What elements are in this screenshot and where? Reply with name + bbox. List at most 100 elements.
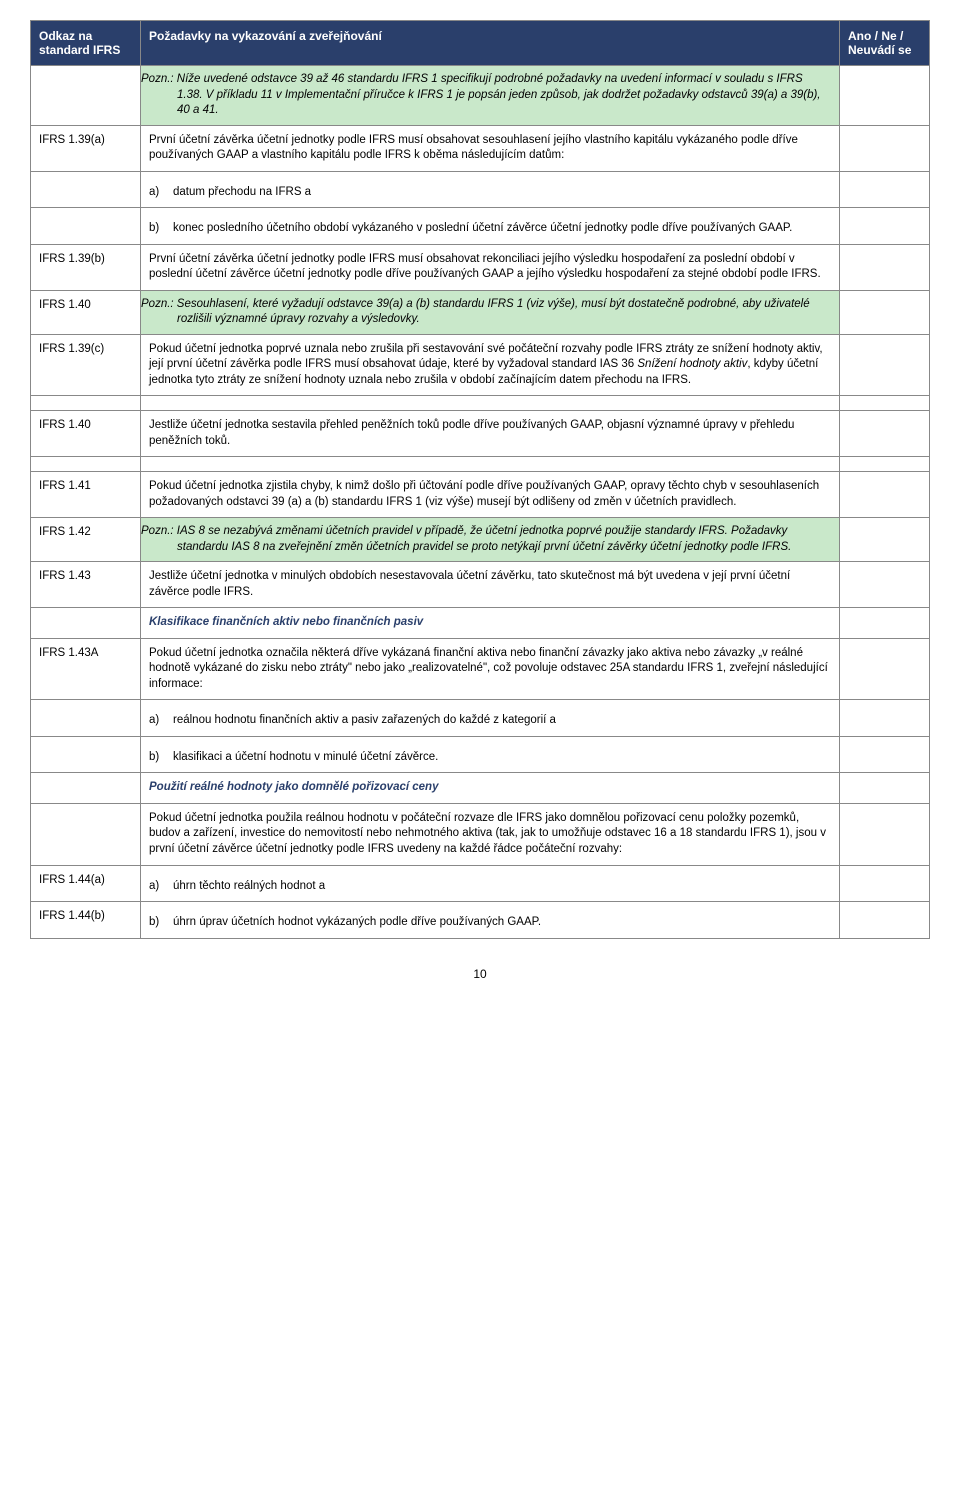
table-row: IFRS 1.39(b) První účetní závěrka účetní…	[31, 244, 930, 290]
req-text: Pokud účetní jednotka označila některá d…	[149, 646, 831, 693]
ref-cell: IFRS 1.40	[31, 411, 141, 457]
table-row: IFRS 1.42 Pozn.: IAS 8 se nezabývá změna…	[31, 518, 930, 562]
table-row: Pozn.: Níže uvedené odstavce 39 až 46 st…	[31, 66, 930, 126]
answer-cell	[840, 411, 930, 457]
sub-item: a) datum přechodu na IFRS a	[149, 185, 831, 201]
table-row: IFRS 1.44(a) a) úhrn těchto reálných hod…	[31, 865, 930, 902]
ref-cell	[31, 66, 141, 126]
italic-term: Snížení hodnoty aktiv	[637, 358, 747, 370]
content-cell: První účetní závěrka účetní jednotky pod…	[141, 244, 840, 290]
content-cell: První účetní závěrka účetní jednotky pod…	[141, 125, 840, 171]
ref-cell: IFRS 1.42	[31, 518, 141, 562]
content-cell: a) datum přechodu na IFRS a	[141, 171, 840, 208]
answer-cell	[840, 334, 930, 396]
ref-cell: IFRS 1.39(b)	[31, 244, 141, 290]
answer-cell	[840, 803, 930, 865]
sub-item: b) úhrn úprav účetních hodnot vykázaných…	[149, 915, 831, 931]
content-cell: Jestliže účetní jednotka sestavila přehl…	[141, 411, 840, 457]
content-cell: Pozn.: Níže uvedené odstavce 39 až 46 st…	[141, 66, 840, 126]
table-row: IFRS 1.39(a) První účetní závěrka účetní…	[31, 125, 930, 171]
header-requirements: Požadavky na vykazování a zveřejňování	[141, 21, 840, 66]
answer-cell	[840, 902, 930, 939]
ref-cell: IFRS 1.43	[31, 562, 141, 608]
answer-cell	[840, 290, 930, 334]
content-cell: Pokud účetní jednotka označila některá d…	[141, 638, 840, 700]
answer-cell	[840, 773, 930, 804]
answer-cell	[840, 518, 930, 562]
answer-cell	[840, 125, 930, 171]
table-row: IFRS 1.40 Pozn.: Sesouhlasení, které vyž…	[31, 290, 930, 334]
ref-cell: IFRS 1.39(c)	[31, 334, 141, 396]
sub-label: a)	[149, 879, 173, 895]
sub-text: reálnou hodnotu finančních aktiv a pasiv…	[173, 713, 831, 729]
content-cell: Klasifikace finančních aktiv nebo finanč…	[141, 608, 840, 639]
sub-text: datum přechodu na IFRS a	[173, 185, 831, 201]
content-cell: Pokud účetní jednotka použila reálnou ho…	[141, 803, 840, 865]
ref-cell	[31, 171, 141, 208]
content-cell: b) úhrn úprav účetních hodnot vykázaných…	[141, 902, 840, 939]
ref-cell: IFRS 1.41	[31, 472, 141, 518]
note-text: Pozn.: Níže uvedené odstavce 39 až 46 st…	[141, 66, 839, 125]
ref-cell	[31, 736, 141, 773]
content-cell: b) konec posledního účetního období vyká…	[141, 208, 840, 245]
answer-cell	[840, 472, 930, 518]
sub-label: b)	[149, 750, 173, 766]
content-cell: Jestliže účetní jednotka v minulých obdo…	[141, 562, 840, 608]
ref-cell: IFRS 1.40	[31, 290, 141, 334]
answer-cell	[840, 865, 930, 902]
req-text: První účetní závěrka účetní jednotky pod…	[149, 252, 831, 283]
table-row: IFRS 1.43 Jestliže účetní jednotka v min…	[31, 562, 930, 608]
req-text: Pokud účetní jednotka zjistila chyby, k …	[149, 479, 831, 510]
content-cell: Pokud účetní jednotka zjistila chyby, k …	[141, 472, 840, 518]
page-number: 10	[30, 967, 930, 981]
content-cell: a) reálnou hodnotu finančních aktiv a pa…	[141, 700, 840, 737]
sub-label: b)	[149, 915, 173, 931]
table-row: b) klasifikaci a účetní hodnotu v minulé…	[31, 736, 930, 773]
ref-cell	[31, 608, 141, 639]
table-row: IFRS 1.39(c) Pokud účetní jednotka poprv…	[31, 334, 930, 396]
gap-row	[31, 457, 930, 472]
sub-item: a) reálnou hodnotu finančních aktiv a pa…	[149, 713, 831, 729]
header-reference: Odkaz na standard IFRS	[31, 21, 141, 66]
table-header-row: Odkaz na standard IFRS Požadavky na vyka…	[31, 21, 930, 66]
header-answer: Ano / Ne / Neuvádí se	[840, 21, 930, 66]
table-row: b) konec posledního účetního období vyká…	[31, 208, 930, 245]
content-cell: Pozn.: IAS 8 se nezabývá změnami účetníc…	[141, 518, 840, 562]
content-cell: Pozn.: Sesouhlasení, které vyžadují odst…	[141, 290, 840, 334]
table-row: a) datum přechodu na IFRS a	[31, 171, 930, 208]
table-row: a) reálnou hodnotu finančních aktiv a pa…	[31, 700, 930, 737]
ref-cell: IFRS 1.39(a)	[31, 125, 141, 171]
ref-cell: IFRS 1.44(a)	[31, 865, 141, 902]
table-row: IFRS 1.43A Pokud účetní jednotka označil…	[31, 638, 930, 700]
req-text: Pokud účetní jednotka použila reálnou ho…	[149, 811, 831, 858]
table-row: Pokud účetní jednotka použila reálnou ho…	[31, 803, 930, 865]
content-cell: a) úhrn těchto reálných hodnot a	[141, 865, 840, 902]
answer-cell	[840, 562, 930, 608]
ref-cell	[31, 700, 141, 737]
req-text: Jestliže účetní jednotka v minulých obdo…	[149, 569, 831, 600]
gap-row	[31, 396, 930, 411]
sub-text: úhrn úprav účetních hodnot vykázaných po…	[173, 915, 831, 931]
note-text: Pozn.: IAS 8 se nezabývá změnami účetníc…	[141, 518, 839, 561]
disclosure-table: Odkaz na standard IFRS Požadavky na vyka…	[30, 20, 930, 939]
sub-text: konec posledního účetního období vykázan…	[173, 221, 831, 237]
req-text: První účetní závěrka účetní jednotky pod…	[149, 133, 831, 164]
table-row: IFRS 1.40 Jestliže účetní jednotka sesta…	[31, 411, 930, 457]
answer-cell	[840, 736, 930, 773]
answer-cell	[840, 638, 930, 700]
section-heading: Použití reálné hodnoty jako domnělé poři…	[149, 780, 831, 796]
answer-cell	[840, 208, 930, 245]
content-cell: Použití reálné hodnoty jako domnělé poři…	[141, 773, 840, 804]
answer-cell	[840, 171, 930, 208]
sub-item: b) klasifikaci a účetní hodnotu v minulé…	[149, 750, 831, 766]
sub-label: a)	[149, 185, 173, 201]
answer-cell	[840, 700, 930, 737]
sub-label: b)	[149, 221, 173, 237]
ref-cell	[31, 208, 141, 245]
req-text: Jestliže účetní jednotka sestavila přehl…	[149, 418, 831, 449]
ref-cell	[31, 773, 141, 804]
content-cell: Pokud účetní jednotka poprvé uznala nebo…	[141, 334, 840, 396]
ref-cell: IFRS 1.44(b)	[31, 902, 141, 939]
req-text: Pokud účetní jednotka poprvé uznala nebo…	[149, 342, 831, 389]
section-heading: Klasifikace finančních aktiv nebo finanč…	[149, 615, 831, 631]
